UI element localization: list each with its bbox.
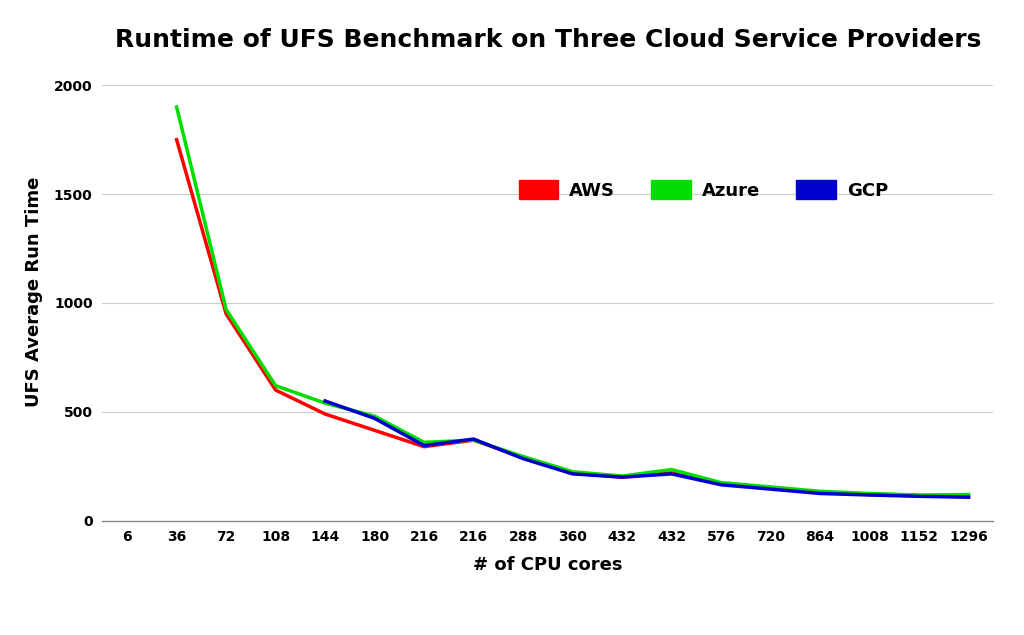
X-axis label: # of CPU cores: # of CPU cores: [473, 556, 623, 573]
Legend: AWS, Azure, GCP: AWS, Azure, GCP: [511, 173, 895, 207]
Y-axis label: UFS Average Run Time: UFS Average Run Time: [25, 177, 43, 407]
Title: Runtime of UFS Benchmark on Three Cloud Service Providers: Runtime of UFS Benchmark on Three Cloud …: [115, 28, 981, 52]
